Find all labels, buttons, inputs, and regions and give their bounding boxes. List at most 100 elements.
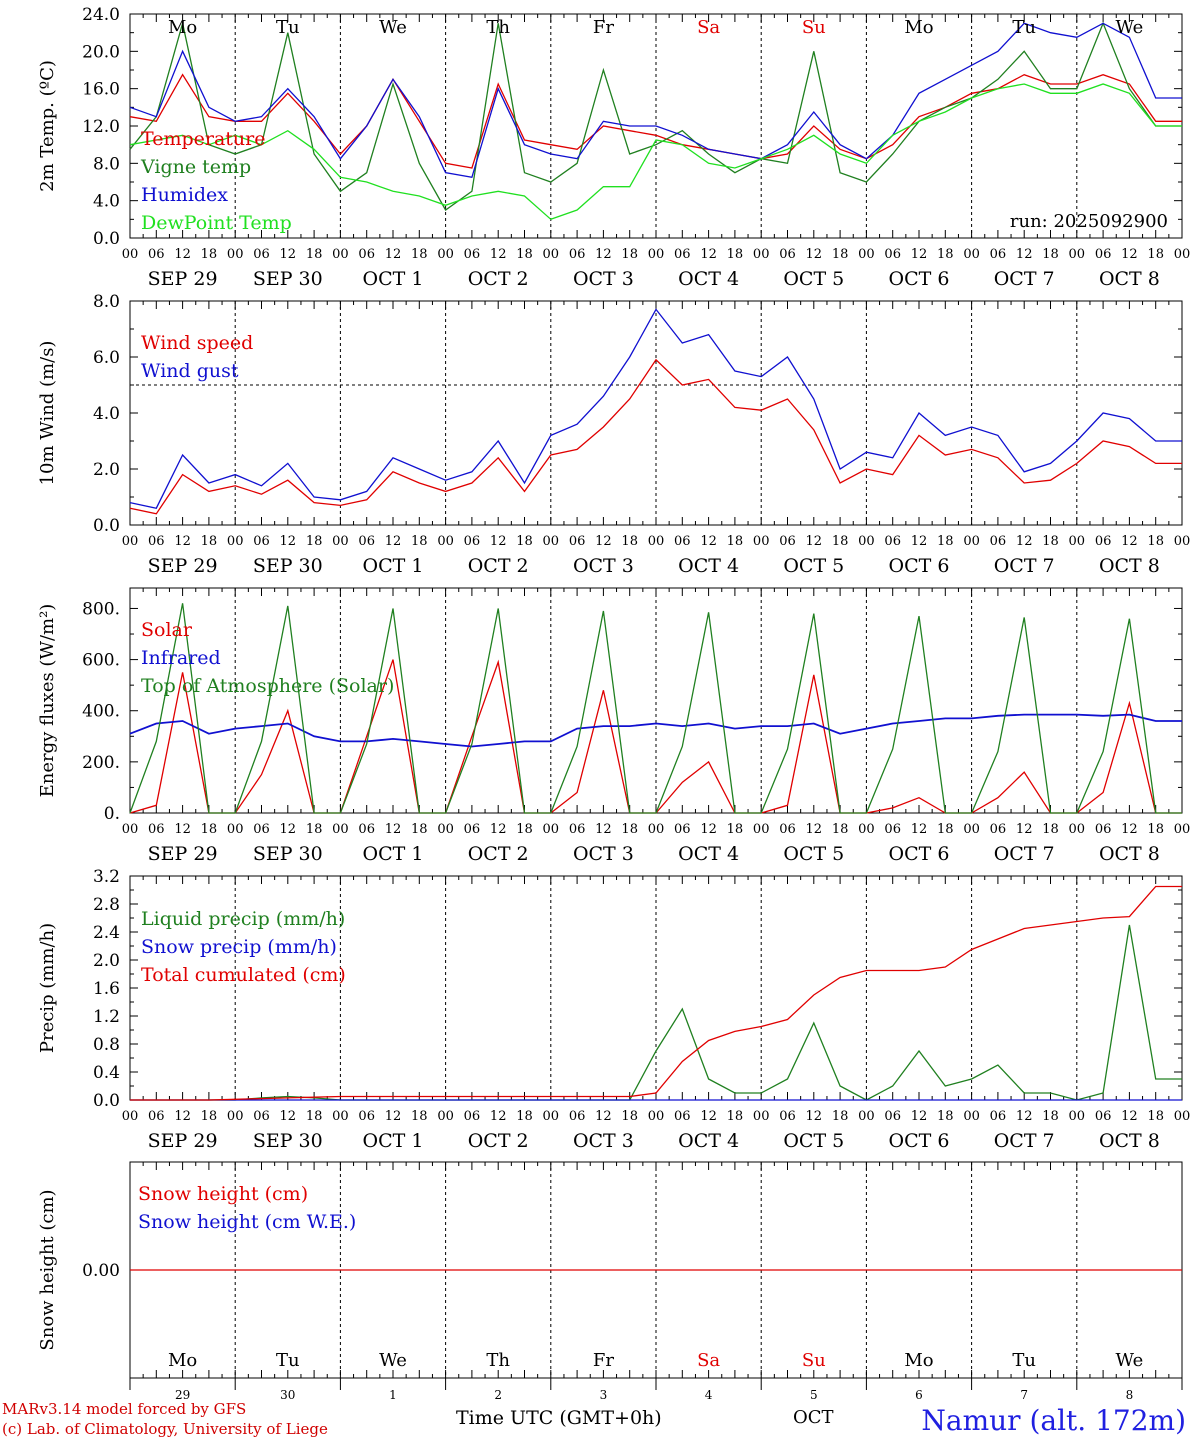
hour-tick-label: 18 <box>306 822 323 837</box>
hour-tick-label: 06 <box>779 822 796 837</box>
hour-tick-label: 06 <box>1095 822 1112 837</box>
date-label: OCT 4 <box>678 268 739 290</box>
date-label: OCT 6 <box>889 555 950 577</box>
hour-tick-label: 06 <box>990 1109 1007 1124</box>
hour-tick-label: 00 <box>437 247 454 262</box>
hour-tick-label: 18 <box>832 534 849 549</box>
hour-tick-label: 12 <box>280 1109 297 1124</box>
weekday-label: Su <box>802 1350 826 1371</box>
run-label: run: 2025092900 <box>1010 211 1168 232</box>
panel-flux: 0. 200. 400. 600. 800. Energy fluxes (W/m²) So… <box>37 587 1190 865</box>
date-label: SEP 29 <box>148 1130 218 1152</box>
hour-tick-label: 12 <box>911 534 928 549</box>
legend-entry: DewPoint Temp <box>141 212 292 234</box>
hour-tick-label: 12 <box>385 1109 402 1124</box>
hour-tick-label: 12 <box>1121 534 1138 549</box>
hour-tick-label: 00 <box>122 822 139 837</box>
hour-tick-label: 18 <box>621 247 638 262</box>
hour-tick-label: 00 <box>858 534 875 549</box>
series-line-wind-gust <box>129 308 1182 509</box>
hour-tick-label: 18 <box>411 534 428 549</box>
date-label: OCT 5 <box>783 268 844 290</box>
model-credit-line1: MARv3.14 model forced by GFS <box>2 1400 247 1418</box>
hour-tick-label: 18 <box>1042 1109 1059 1124</box>
y-tick-label: 20.0 <box>82 42 120 62</box>
hour-tick-label: 18 <box>937 534 954 549</box>
day-number-label: 2 <box>494 1388 502 1402</box>
legend-entry: Liquid precip (mm/h) <box>141 908 345 930</box>
weekday-label: We <box>1116 1350 1144 1371</box>
y-tick-label: 2.4 <box>93 923 120 943</box>
hour-tick-label: 06 <box>1095 534 1112 549</box>
hour-tick-label: 06 <box>674 247 691 262</box>
hour-tick-label: 06 <box>990 822 1007 837</box>
y-axis-label: 10m Wind (m/s) <box>37 341 58 486</box>
date-label: OCT 8 <box>1099 843 1160 865</box>
hour-tick-label: 12 <box>911 247 928 262</box>
hour-tick-label: 18 <box>937 822 954 837</box>
y-tick-label: 24.0 <box>82 5 120 25</box>
hour-tick-label: 12 <box>385 822 402 837</box>
hour-tick-label: 06 <box>674 1109 691 1124</box>
hour-tick-label: 06 <box>884 534 901 549</box>
day-number-label: 8 <box>1126 1388 1134 1402</box>
hour-tick-label: 06 <box>358 534 375 549</box>
weekday-label: Th <box>486 1350 510 1371</box>
hour-tick-label: 12 <box>1016 1109 1033 1124</box>
hour-tick-label: 18 <box>727 822 744 837</box>
hour-tick-label: 00 <box>122 1109 139 1124</box>
weekday-label: Su <box>802 17 826 38</box>
hour-tick-label: 18 <box>306 247 323 262</box>
hour-tick-label: 18 <box>1147 534 1164 549</box>
day-number-label: 7 <box>1020 1388 1028 1402</box>
hour-tick-label: 00 <box>437 1109 454 1124</box>
legend-entry: Humidex <box>141 184 228 206</box>
legend-entry: Temperature <box>141 128 265 150</box>
hour-tick-label: 18 <box>1042 247 1059 262</box>
hour-tick-label: 12 <box>490 822 507 837</box>
day-number-label: 6 <box>915 1388 923 1402</box>
y-tick-label: 3.2 <box>93 867 120 887</box>
day-number-label: 29 <box>175 1388 190 1402</box>
y-axis-label: Snow height (cm) <box>37 1189 58 1350</box>
weekday-label: We <box>379 1350 407 1371</box>
hour-tick-label: 06 <box>990 534 1007 549</box>
hour-tick-label: 00 <box>332 822 349 837</box>
hour-tick-label: 00 <box>227 247 244 262</box>
hour-tick-label: 12 <box>490 534 507 549</box>
hour-tick-label: 18 <box>832 247 849 262</box>
series-line-infrared <box>129 713 1182 748</box>
series-line-wind-speed <box>129 358 1182 515</box>
hour-tick-label: 12 <box>280 822 297 837</box>
hour-tick-label: 00 <box>648 1109 665 1124</box>
hour-tick-label: 00 <box>963 534 980 549</box>
legend-entry: Top of Atmosphere (Solar) <box>141 675 394 697</box>
hour-tick-label: 06 <box>148 1109 165 1124</box>
hour-tick-label: 18 <box>621 534 638 549</box>
date-label: OCT 6 <box>889 843 950 865</box>
panel-wind: 0.0 2.0 4.0 6.0 8.0 10m Wind (m/s) Wind speed W… <box>37 292 1190 577</box>
hour-tick-label: 00 <box>963 822 980 837</box>
weekday-label: Mo <box>904 17 933 38</box>
hour-tick-label: 00 <box>1069 822 1086 837</box>
hour-tick-label: 06 <box>884 1109 901 1124</box>
panel-precip: 0.0 0.4 0.8 1.2 1.6 2.0 2.4 2.8 3.2 Precip (mm/h)… <box>37 867 1190 1152</box>
date-label: OCT 8 <box>1099 1130 1160 1152</box>
hour-tick-label: 18 <box>621 822 638 837</box>
panel-snow: 0.00 Snow height (cm) Snow height (cm) Snow… <box>37 1161 1183 1402</box>
legend-entry: Wind gust <box>141 360 239 382</box>
date-label: OCT 3 <box>573 1130 634 1152</box>
y-tick-label: 16.0 <box>82 80 120 100</box>
hour-tick-label: 06 <box>884 822 901 837</box>
legend-entry: Wind speed <box>141 332 253 354</box>
date-label: OCT 2 <box>468 843 529 865</box>
date-label: OCT 4 <box>678 1130 739 1152</box>
hour-tick-label: 18 <box>832 1109 849 1124</box>
y-tick-label: 2.0 <box>93 951 120 971</box>
date-label: OCT 7 <box>994 268 1055 290</box>
day-number-label: 4 <box>705 1388 713 1402</box>
y-axis-label: 2m Temp. (ºC) <box>37 60 58 192</box>
hour-tick-label: 18 <box>727 1109 744 1124</box>
weekday-label: Mo <box>904 1350 933 1371</box>
